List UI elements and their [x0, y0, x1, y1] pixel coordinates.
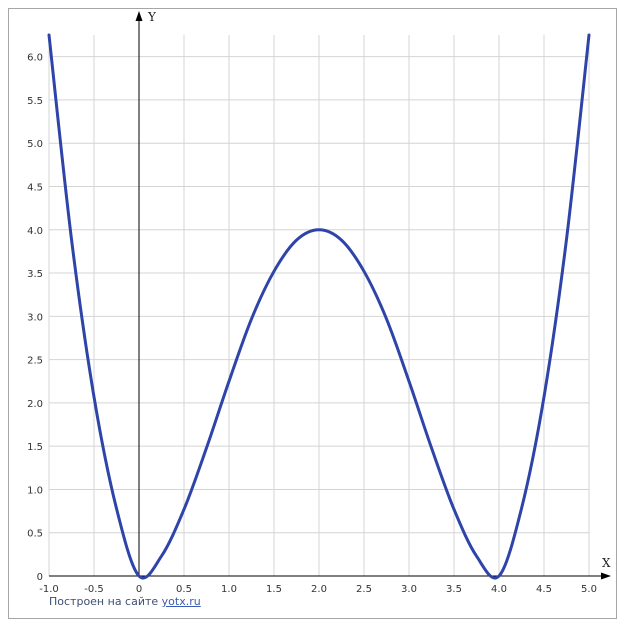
- chart-frame: [8, 8, 617, 619]
- tick-labels: -1.0 -0.5 0 0.5 1.0 1.5 2.0 2.5 3.0 3.5 4.0 4.5 5.0 0…: [27, 53, 597, 595]
- x-tick-label: 4.0: [491, 584, 507, 595]
- attribution-text: Построен на сайте: [49, 595, 159, 608]
- x-tick-label: 1.0: [221, 584, 237, 595]
- series: [47, 33, 591, 580]
- y-axis-label: Y: [147, 10, 157, 24]
- x-tick-label: 1.5: [266, 584, 282, 595]
- y-tick-label: 4.0: [27, 226, 43, 237]
- x-tick-label: 0.5: [176, 584, 192, 595]
- x-tick-label: 0: [136, 584, 142, 595]
- x-tick-label: -0.5: [84, 584, 104, 595]
- y-tick-label: 5.5: [27, 96, 43, 107]
- x-tick-label: 2.5: [356, 584, 372, 595]
- y-tick-label: 2.5: [27, 356, 43, 367]
- y-tick-label: 5.0: [27, 139, 43, 150]
- x-axis-label: X: [602, 556, 611, 570]
- x-tick-label: 2.0: [311, 584, 327, 595]
- x-tick-label: -1.0: [39, 584, 59, 595]
- y-tick-label: 3.0: [27, 312, 43, 323]
- x-tick-label: 3.0: [401, 584, 417, 595]
- grid: [48, 35, 590, 577]
- y-tick-label: 0: [37, 572, 43, 583]
- y-tick-label: 4.5: [27, 182, 43, 193]
- x-tick-label: 4.5: [536, 584, 552, 595]
- x-tick-label: 3.5: [446, 584, 462, 595]
- y-tick-label: 6.0: [27, 53, 43, 64]
- x-tick-label: 5.0: [581, 584, 597, 595]
- y-tick-label: 2.0: [27, 399, 43, 410]
- x-axis-arrow-icon: [601, 572, 611, 580]
- series-line: [47, 33, 591, 580]
- attribution: Построен на сайте yotx.ru: [49, 595, 201, 608]
- y-tick-label: 1.5: [27, 442, 43, 453]
- y-tick-label: 1.0: [27, 485, 43, 496]
- axes: [49, 11, 611, 580]
- y-tick-label: 0.5: [27, 529, 43, 540]
- site-link[interactable]: yotx.ru: [161, 595, 201, 608]
- y-axis-arrow-icon: [135, 11, 143, 21]
- y-tick-label: 3.5: [27, 269, 43, 280]
